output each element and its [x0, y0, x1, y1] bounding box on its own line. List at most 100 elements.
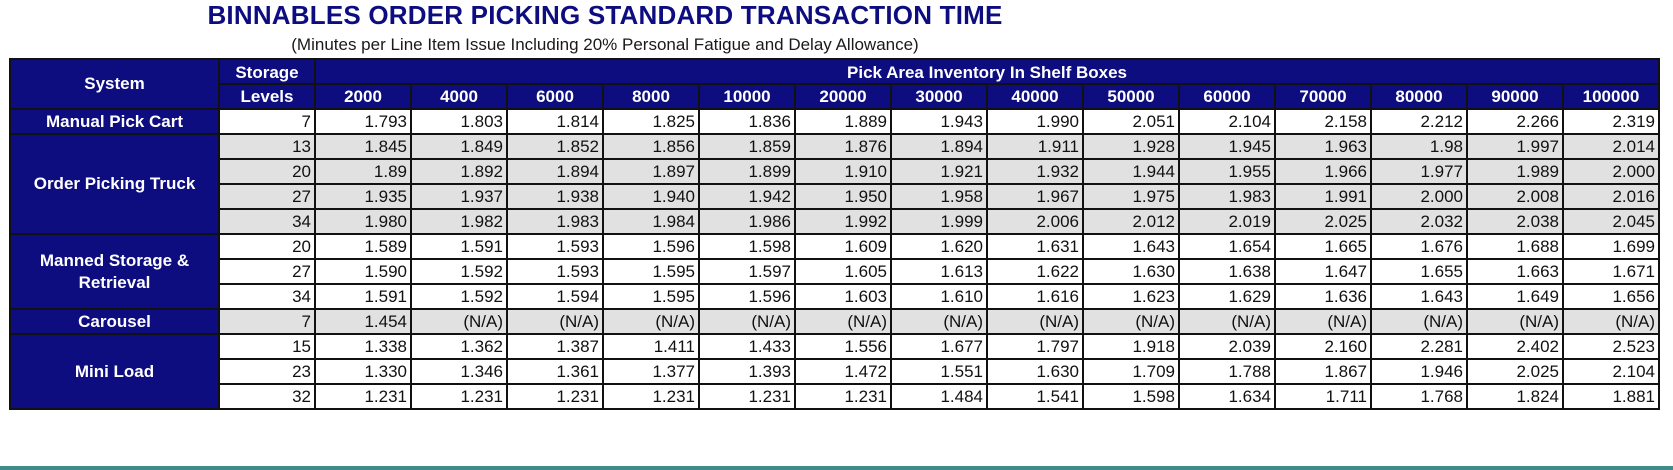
- transaction-time-cell: 1.663: [1466, 258, 1564, 285]
- transaction-time-cell: (N/A): [1370, 308, 1468, 335]
- transaction-time-cell: 1.541: [986, 383, 1084, 410]
- transaction-time-cell: (N/A): [602, 308, 700, 335]
- transaction-time-cell: (N/A): [506, 308, 604, 335]
- transaction-time-cell: 1.892: [410, 158, 508, 185]
- inventory-column-header: 6000: [506, 83, 604, 110]
- table-row: 27 1.590 1.592 1.593 1.595 1.597 1.605 1.613 1.6…: [10, 258, 1660, 285]
- transaction-time-cell: 1.472: [794, 358, 892, 385]
- transaction-time-cell: 1.897: [602, 158, 700, 185]
- table-row: 34 1.980 1.982 1.983 1.984 1.986 1.992 1.999 2.0…: [10, 208, 1660, 235]
- transaction-time-cell: 1.989: [1466, 158, 1564, 185]
- storage-levels-cell: 34: [218, 283, 316, 310]
- transaction-time-cell: 1.665: [1274, 233, 1372, 260]
- transaction-time-cell: 1.768: [1370, 383, 1468, 410]
- transaction-time-cell: 1.598: [1082, 383, 1180, 410]
- transaction-time-cell: 1.918: [1082, 333, 1180, 360]
- transaction-time-cell: 1.955: [1178, 158, 1276, 185]
- storage-levels-cell: 32: [218, 383, 316, 410]
- inventory-column-header: 10000: [698, 83, 796, 110]
- transaction-time-cell: 1.671: [1562, 258, 1660, 285]
- transaction-time-cell: 1.797: [986, 333, 1084, 360]
- table-row: 32 1.231 1.231 1.231 1.231 1.231 1.231 1.484 1.5…: [10, 383, 1660, 410]
- transaction-time-cell: 2.025: [1274, 208, 1372, 235]
- transaction-time-cell: 1.591: [314, 283, 412, 310]
- transaction-time-cell: 1.636: [1274, 283, 1372, 310]
- transaction-time-cell: 1.589: [314, 233, 412, 260]
- transaction-time-cell: 1.620: [890, 233, 988, 260]
- transaction-time-cell: 1.910: [794, 158, 892, 185]
- transaction-time-cell: 1.709: [1082, 358, 1180, 385]
- transaction-time-cell: 1.711: [1274, 383, 1372, 410]
- transaction-time-cell: 1.921: [890, 158, 988, 185]
- transaction-time-cell: 1.932: [986, 158, 1084, 185]
- transaction-time-cell: 1.593: [506, 258, 604, 285]
- transaction-time-cell: 1.346: [410, 358, 508, 385]
- transaction-time-cell: 1.597: [698, 258, 796, 285]
- transaction-time-cell: 1.595: [602, 283, 700, 310]
- transaction-time-cell: 1.982: [410, 208, 508, 235]
- transaction-time-cell: 1.935: [314, 183, 412, 210]
- transaction-time-cell: 1.593: [506, 233, 604, 260]
- transaction-time-cell: 1.984: [602, 208, 700, 235]
- transaction-time-cell: 1.946: [1370, 358, 1468, 385]
- transaction-time-cell: 1.676: [1370, 233, 1468, 260]
- transaction-time-cell: 1.849: [410, 133, 508, 160]
- transaction-time-cell: 1.231: [698, 383, 796, 410]
- transaction-time-cell: 2.025: [1466, 358, 1564, 385]
- transaction-time-cell: 1.598: [698, 233, 796, 260]
- transaction-time-cell: 1.630: [986, 358, 1084, 385]
- transaction-time-cell: 2.051: [1082, 108, 1180, 135]
- transaction-time-cell: 1.634: [1178, 383, 1276, 410]
- table-row: 34 1.591 1.592 1.594 1.595 1.596 1.603 1.610 1.6…: [10, 283, 1660, 310]
- transaction-time-cell: 1.361: [506, 358, 604, 385]
- inventory-column-header: 20000: [794, 83, 892, 110]
- bottom-divider: [0, 466, 1673, 470]
- transaction-time-cell: 1.967: [986, 183, 1084, 210]
- table-row: 20 1.89 1.892 1.894 1.897 1.899 1.910 1.921 1.93…: [10, 158, 1660, 185]
- transaction-time-cell: 1.454: [314, 308, 412, 335]
- storage-levels-header-line2: Levels: [218, 83, 316, 110]
- table-row: Mini Load 15 1.338 1.362 1.387 1.411 1.433 1.55…: [9, 333, 1660, 410]
- transaction-time-cell: 1.937: [410, 183, 508, 210]
- transaction-time-cell: 1.377: [602, 358, 700, 385]
- transaction-time-cell: 1.411: [602, 333, 700, 360]
- transaction-time-cell: (N/A): [794, 308, 892, 335]
- system-name-cell: Mini Load: [9, 333, 220, 410]
- transaction-time-cell: 1.911: [986, 133, 1084, 160]
- storage-levels-cell: 7: [218, 308, 316, 335]
- transaction-time-cell: 1.393: [698, 358, 796, 385]
- transaction-time-cell: 2.019: [1178, 208, 1276, 235]
- transaction-time-cell: 1.975: [1082, 183, 1180, 210]
- transaction-time-cell: (N/A): [1562, 308, 1660, 335]
- transaction-time-cell: 1.647: [1274, 258, 1372, 285]
- storage-levels-cell: 7: [218, 108, 316, 135]
- transaction-time-cell: 2.012: [1082, 208, 1180, 235]
- storage-levels-cell: 20: [218, 158, 316, 185]
- transaction-time-cell: 1.983: [506, 208, 604, 235]
- page-title: BINNABLES ORDER PICKING STANDARD TRANSAC…: [207, 0, 1003, 30]
- storage-levels-cell: 13: [218, 133, 316, 160]
- transaction-time-cell: 1.338: [314, 333, 412, 360]
- transaction-time-cell: 2.104: [1178, 108, 1276, 135]
- transaction-time-cell: 1.899: [698, 158, 796, 185]
- transaction-time-cell: 1.89: [314, 158, 412, 185]
- header-row-columns: Levels 2000 4000 6000 8000 10000 20000 30000 40…: [10, 83, 1660, 110]
- transaction-time-cell: 1.940: [602, 183, 700, 210]
- transaction-time-table: System Storage Pick Area Inventory In Sh…: [9, 58, 1660, 410]
- transaction-time-cell: 1.894: [506, 158, 604, 185]
- transaction-time-cell: 1.387: [506, 333, 604, 360]
- transaction-time-cell: 2.281: [1370, 333, 1468, 360]
- transaction-time-cell: 1.699: [1562, 233, 1660, 260]
- transaction-time-cell: 1.966: [1274, 158, 1372, 185]
- transaction-time-cell: 1.836: [698, 108, 796, 135]
- transaction-time-cell: 2.032: [1370, 208, 1468, 235]
- transaction-time-cell: 1.977: [1370, 158, 1468, 185]
- transaction-time-cell: 1.630: [1082, 258, 1180, 285]
- transaction-time-cell: 2.008: [1466, 183, 1564, 210]
- transaction-time-cell: 1.991: [1274, 183, 1372, 210]
- transaction-time-cell: (N/A): [698, 308, 796, 335]
- page-subtitle: (Minutes per Line Item Issue Including 2…: [291, 35, 919, 54]
- transaction-time-cell: 1.876: [794, 133, 892, 160]
- transaction-time-cell: 1.983: [1178, 183, 1276, 210]
- transaction-time-cell: 2.212: [1370, 108, 1468, 135]
